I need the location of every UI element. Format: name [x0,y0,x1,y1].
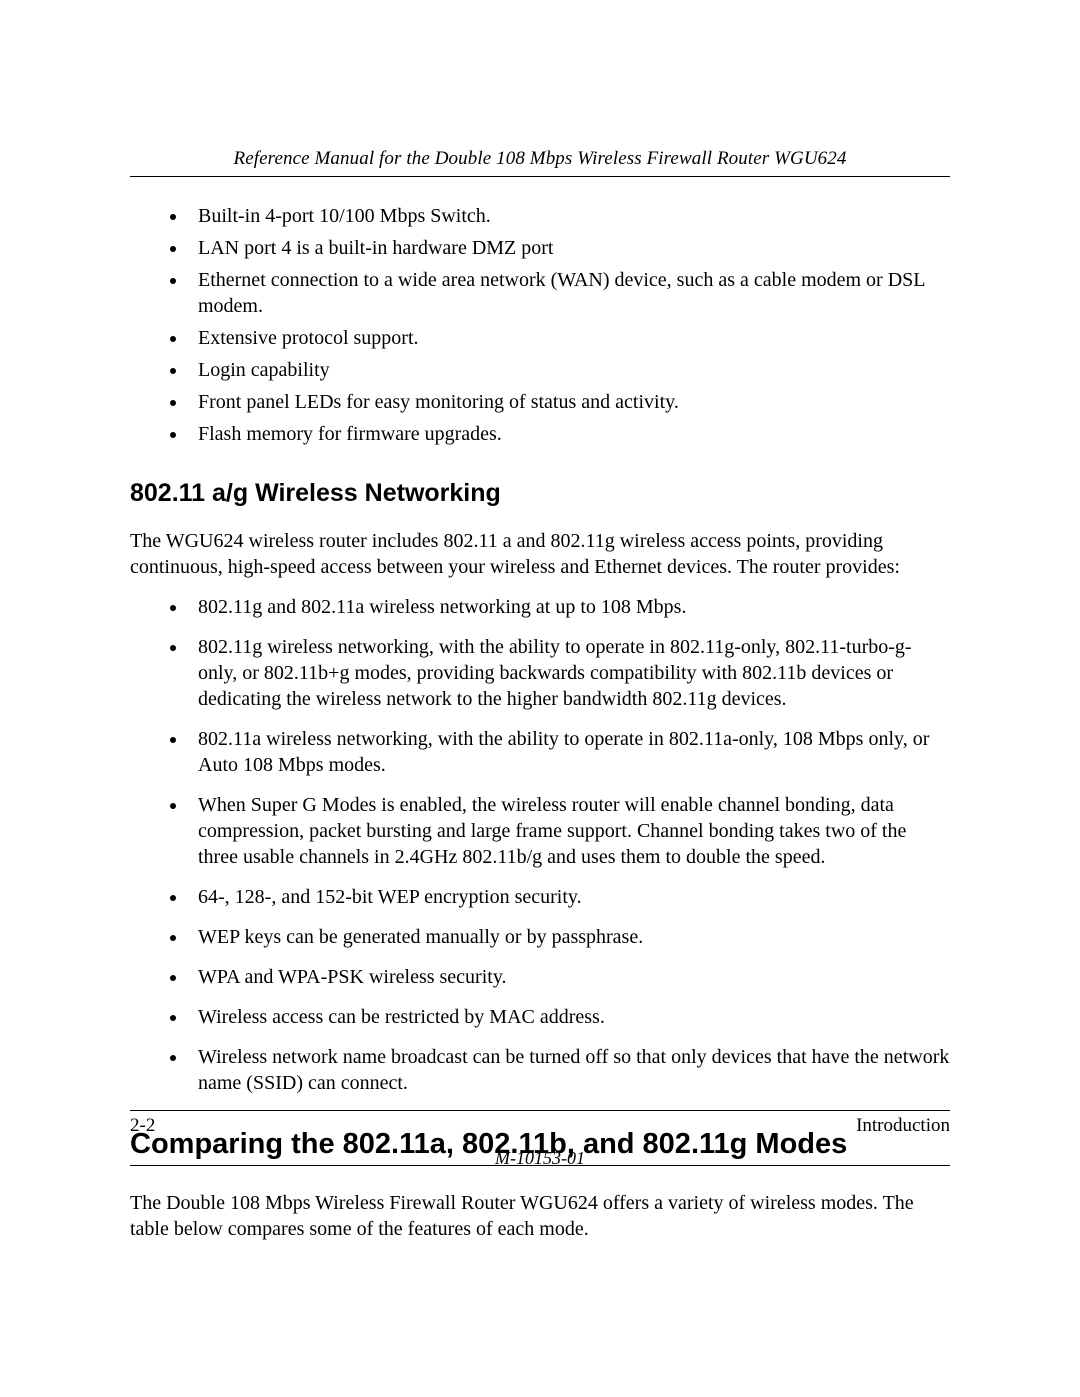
footer-rule [130,1110,950,1111]
list-item: Login capability [188,357,950,383]
list-item: Flash memory for firmware upgrades. [188,421,950,447]
page-number: 2-2 [130,1115,155,1137]
list-item: 802.11a wireless networking, with the ab… [188,726,950,778]
feature-list-wireless: 802.11g and 802.11a wireless networking … [130,594,950,1096]
paragraph-wireless-intro: The WGU624 wireless router includes 802.… [130,528,950,580]
list-item: 802.11g and 802.11a wireless networking … [188,594,950,620]
list-item: LAN port 4 is a built-in hardware DMZ po… [188,235,950,261]
list-item: 64-, 128-, and 152-bit WEP encryption se… [188,884,950,910]
document-page: Reference Manual for the Double 108 Mbps… [0,0,1080,1397]
list-item: Wireless access can be restricted by MAC… [188,1004,950,1030]
document-number: M-10153-01 [0,1148,1080,1169]
paragraph-compare-intro: The Double 108 Mbps Wireless Firewall Ro… [130,1190,950,1242]
list-item: Built-in 4-port 10/100 Mbps Switch. [188,203,950,229]
running-header: Reference Manual for the Double 108 Mbps… [130,148,950,170]
list-item: Front panel LEDs for easy monitoring of … [188,389,950,415]
list-item: WPA and WPA-PSK wireless security. [188,964,950,990]
section-label: Introduction [856,1115,950,1137]
list-item: 802.11g wireless networking, with the ab… [188,634,950,712]
heading-wireless-networking: 802.11 a/g Wireless Networking [130,479,950,508]
list-item: Wireless network name broadcast can be t… [188,1044,950,1096]
header-rule [130,176,950,177]
list-item: When Super G Modes is enabled, the wirel… [188,792,950,870]
list-item: Ethernet connection to a wide area netwo… [188,267,950,319]
feature-list-top: Built-in 4-port 10/100 Mbps Switch. LAN … [130,203,950,447]
list-item: WEP keys can be generated manually or by… [188,924,950,950]
page-footer: 2-2 Introduction [130,1110,950,1137]
list-item: Extensive protocol support. [188,325,950,351]
